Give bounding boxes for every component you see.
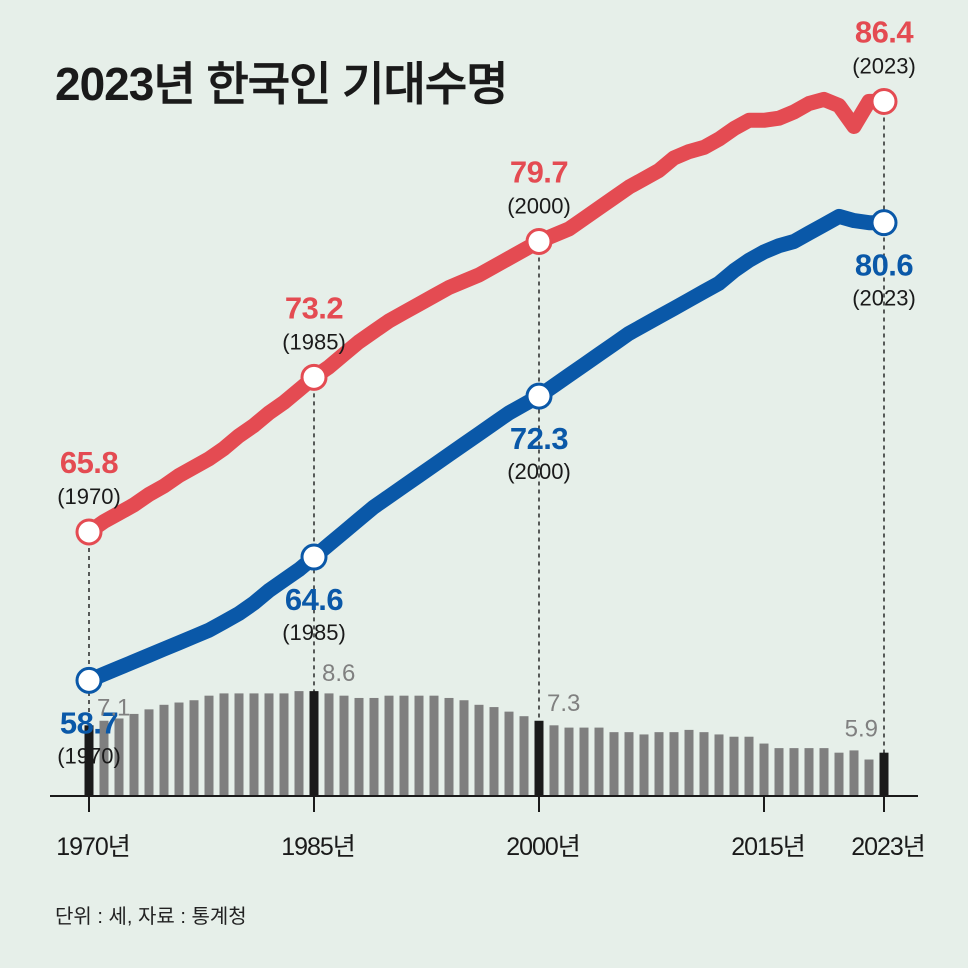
- bar-2017: [789, 748, 799, 796]
- male-line: [81, 208, 892, 688]
- bar-1999: [519, 716, 529, 796]
- bar-2016: [774, 748, 784, 796]
- bar-1974: [144, 709, 154, 796]
- bar-2010: [684, 729, 694, 796]
- bar-2015: [759, 743, 769, 796]
- bar-2005: [609, 732, 619, 796]
- bar-2002: [564, 727, 574, 796]
- bar-1976: [174, 702, 184, 796]
- series-markers: [75, 87, 898, 694]
- x-tick-label-2023: 2023년: [851, 833, 925, 861]
- male-year-label-2000: (2000): [507, 459, 571, 484]
- bar-2006: [624, 732, 634, 796]
- source-note: 단위 : 세, 자료 : 통계청: [55, 906, 247, 928]
- gap-bar-label-1985: 8.6: [322, 660, 355, 687]
- bar-1986: [324, 693, 334, 796]
- bar-1972: [114, 718, 124, 796]
- female-value-label-2000: 79.7: [510, 154, 568, 189]
- bar-2018: [804, 748, 814, 796]
- bar-2003: [579, 727, 589, 796]
- female-marker-1970: [75, 518, 103, 546]
- bar-1977: [189, 700, 199, 796]
- x-tick-label-1970: 1970년: [56, 833, 130, 861]
- bar-1973: [129, 713, 139, 796]
- female-marker-2000: [525, 227, 553, 255]
- female-value-label-2023: 86.4: [855, 14, 915, 49]
- bar-2020: [834, 752, 844, 796]
- bar-2007: [639, 734, 649, 796]
- bar-2019: [819, 748, 829, 796]
- bar-1996: [474, 704, 484, 796]
- bar-1984: [294, 691, 304, 796]
- male-value-label-2023: 80.6: [855, 248, 914, 283]
- bar-2021: [849, 750, 859, 796]
- bar-1991: [399, 695, 409, 796]
- bar-2012: [714, 734, 724, 796]
- bar-1982: [264, 693, 274, 796]
- male-value-label-1985: 64.6: [285, 582, 344, 617]
- bar-1997: [489, 707, 499, 796]
- bar-1985: [309, 691, 319, 796]
- bar-1980: [234, 693, 244, 796]
- male-year-label-2023: (2023): [852, 286, 916, 311]
- bar-2014: [744, 736, 754, 796]
- male-year-label-1985: (1985): [282, 620, 346, 645]
- bar-1975: [159, 704, 169, 796]
- bar-2004: [594, 727, 604, 796]
- bar-1994: [444, 697, 454, 796]
- bar-2023: [879, 752, 889, 796]
- male-value-label-1970: 58.7: [60, 705, 118, 740]
- point-labels: 65.8 (1970) 73.2 (1985) 79.7 (2000) 86.4 (2023)…: [57, 14, 916, 768]
- bar-2009: [669, 732, 679, 796]
- bar-1970: [84, 725, 94, 796]
- male-marker-1970: [75, 666, 103, 694]
- x-tick-label-1985: 1985년: [281, 833, 355, 861]
- male-marker-1985: [300, 543, 328, 571]
- bar-1998: [504, 711, 514, 796]
- gap-bar-label-2023: 5.9: [845, 716, 878, 743]
- bar-2022: [864, 759, 874, 796]
- bar-1989: [369, 697, 379, 796]
- bar-1971: [99, 720, 109, 796]
- female-year-label-2000: (2000): [507, 193, 571, 218]
- bar-2013: [729, 736, 739, 796]
- male-marker-2000: [525, 382, 553, 410]
- bar-2008: [654, 732, 664, 796]
- female-year-label-1985: (1985): [282, 329, 346, 354]
- gap-bar-label-2000: 7.3: [547, 690, 580, 717]
- female-value-label-1985: 73.2: [285, 290, 343, 325]
- female-line: [81, 91, 892, 540]
- bar-2001: [549, 725, 559, 796]
- male-value-label-2000: 72.3: [510, 421, 569, 456]
- female-year-label-1970: (1970): [57, 484, 121, 509]
- bar-2011: [699, 732, 709, 796]
- female-value-label-1970: 65.8: [60, 445, 119, 480]
- series-lines: [81, 91, 892, 688]
- female-marker-1985: [300, 363, 328, 391]
- gap-bar-label-1970: 7.1: [97, 694, 130, 721]
- x-tick-label-2000: 2000년: [506, 833, 580, 861]
- bar-1992: [414, 695, 424, 796]
- gap-bars: [84, 691, 889, 796]
- bar-1988: [354, 697, 364, 796]
- male-marker-2023: [870, 209, 898, 237]
- female-marker-2023: [870, 87, 898, 115]
- bar-1983: [279, 693, 289, 796]
- female-year-label-2023: (2023): [852, 53, 916, 78]
- x-axis-ticks: 1970년 1985년 2000년 2015년 2023년: [56, 796, 926, 861]
- x-tick-label-2015: 2015년: [731, 833, 805, 861]
- bar-1978: [204, 695, 214, 796]
- bar-1981: [249, 693, 259, 796]
- bar-1979: [219, 693, 229, 796]
- bar-2000: [534, 720, 544, 796]
- bar-1987: [339, 695, 349, 796]
- chart-title: 2023년 한국인 기대수명: [55, 58, 508, 110]
- bar-1995: [459, 700, 469, 796]
- male-year-label-1970: (1970): [57, 743, 121, 768]
- bar-1993: [429, 695, 439, 796]
- bar-1990: [384, 695, 394, 796]
- guide-lines: [88, 101, 885, 796]
